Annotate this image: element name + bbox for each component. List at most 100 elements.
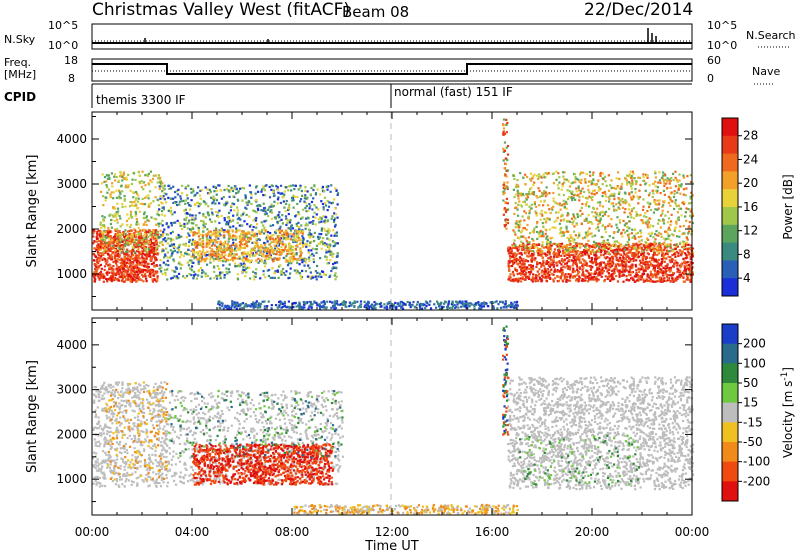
power-echo (160, 270, 162, 272)
power-echo (167, 256, 169, 258)
power-echo (121, 203, 123, 205)
power-echo (304, 207, 306, 209)
power-echo (221, 305, 223, 307)
power-echo (571, 275, 573, 277)
power-echo (210, 197, 212, 199)
power-echo (211, 248, 213, 250)
power-echo (670, 280, 672, 282)
power-echo (318, 243, 320, 245)
power-echo (158, 174, 160, 176)
power-echo (578, 275, 580, 277)
power-echo (127, 230, 129, 232)
power-echo (433, 303, 435, 305)
power-echo (220, 247, 222, 249)
power-echo (223, 189, 225, 191)
power-echo (590, 269, 592, 271)
power-echo (107, 234, 109, 236)
power-echo (187, 202, 189, 204)
power-echo (210, 250, 212, 252)
power-echo (640, 243, 642, 245)
power-echo (121, 176, 123, 178)
power-echo (323, 300, 325, 302)
power-echo (529, 273, 531, 275)
power-echo (146, 263, 148, 265)
power-echo (508, 269, 510, 271)
power-echo (428, 304, 430, 306)
power-echo (235, 231, 237, 233)
power-echo (172, 198, 174, 200)
power-echo (194, 273, 196, 275)
power-echo (209, 247, 211, 249)
power-echo (603, 280, 605, 282)
power-echo (111, 182, 113, 184)
power-echo (152, 178, 154, 180)
power-echo (218, 268, 220, 270)
power-echo (687, 244, 689, 246)
power-echo (333, 219, 335, 221)
power-echo (674, 260, 676, 262)
power-echo (260, 191, 262, 193)
power-echo (277, 186, 279, 188)
power-echo (125, 233, 127, 235)
power-echo (217, 234, 219, 236)
power-echo (520, 280, 522, 282)
power-echo (287, 250, 289, 252)
power-echo (308, 252, 310, 254)
power-echo (632, 279, 634, 281)
power-echo (169, 245, 171, 247)
power-echo (322, 271, 324, 273)
power-echo (300, 242, 302, 244)
power-echo (224, 248, 226, 250)
power-echo (265, 184, 267, 186)
power-echo (144, 203, 146, 205)
power-echo (284, 301, 286, 303)
power-echo (525, 259, 527, 261)
power-echo (269, 243, 271, 245)
power-echo (101, 259, 103, 261)
power-echo (315, 302, 317, 304)
power-echo (334, 278, 336, 280)
power-echo (609, 280, 611, 282)
power-echo (223, 196, 225, 198)
power-echo (172, 239, 174, 241)
power-echo (170, 212, 172, 214)
power-echo (270, 225, 272, 227)
power-echo (537, 262, 539, 264)
power-echo (224, 219, 226, 221)
power-echo (233, 203, 235, 205)
power-echo (230, 187, 232, 189)
power-echo (124, 186, 126, 188)
power-echo (147, 197, 149, 199)
power-echo (97, 243, 99, 245)
power-echo (139, 203, 141, 205)
power-echo (621, 262, 623, 264)
power-echo (94, 274, 96, 276)
power-echo (279, 232, 281, 234)
power-echo (185, 217, 187, 219)
power-echo (320, 221, 322, 223)
power-echo (557, 276, 559, 278)
power-echo (200, 220, 202, 222)
power-echo (335, 301, 337, 303)
power-echo (572, 262, 574, 264)
power-echo (253, 255, 255, 257)
power-echo (198, 239, 200, 241)
power-echo (92, 275, 94, 277)
power-echo (271, 212, 273, 214)
power-echo (531, 257, 533, 259)
power-echo (185, 219, 187, 221)
power-echo (236, 214, 238, 216)
power-echo (331, 253, 333, 255)
power-echo (455, 300, 457, 302)
power-echo (163, 206, 165, 208)
power-echo (285, 186, 287, 188)
freq-tick-top: 18 (64, 54, 78, 67)
power-echo (272, 206, 274, 208)
power-echo (290, 262, 292, 264)
power-echo (269, 196, 271, 198)
power-echo (215, 227, 217, 229)
power-echo (133, 239, 135, 241)
power-echo (537, 275, 539, 277)
power-echo (111, 280, 113, 282)
power-echo (119, 239, 121, 241)
